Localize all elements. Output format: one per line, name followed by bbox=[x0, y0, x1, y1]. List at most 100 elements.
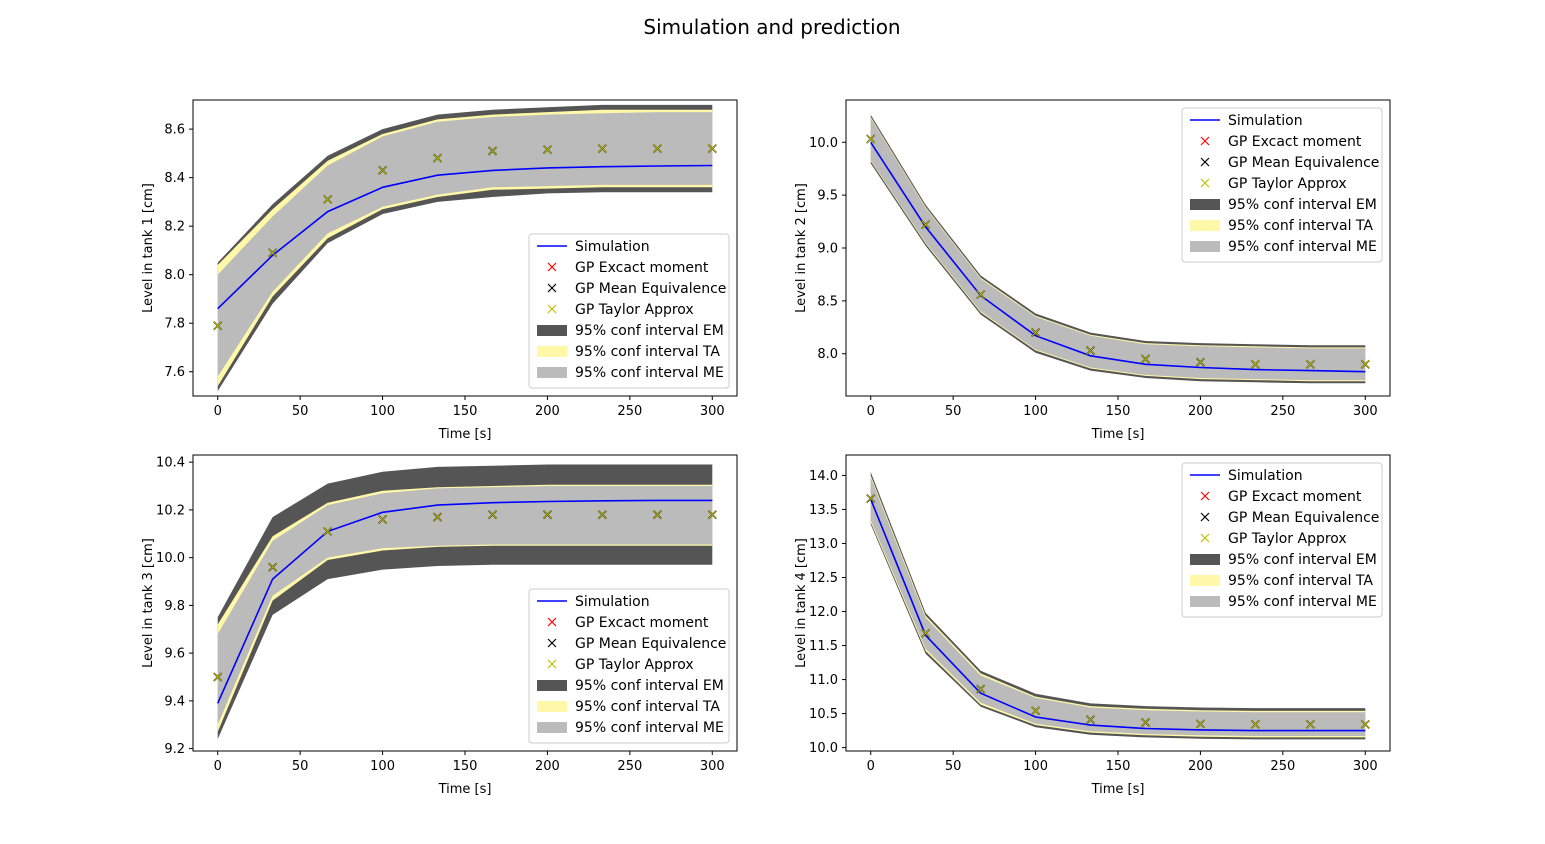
legend-label: GP Excact moment bbox=[575, 615, 709, 631]
legend-handle-marker bbox=[1200, 512, 1210, 522]
prediction-marker-taylor bbox=[707, 510, 717, 520]
y-tick-label: 8.5 bbox=[817, 294, 838, 309]
plot-area bbox=[866, 114, 1370, 384]
y-tick-label: 10.4 bbox=[156, 456, 185, 471]
x-tick-label: 100 bbox=[370, 759, 395, 774]
subplot-1: 0 50 100 150 200 250 300 7.6 7.8 8.0 8.2 8.4 8.6 Time… bbox=[141, 99, 738, 442]
legend: Simulation GP Excact moment GP Mean Equiva… bbox=[528, 588, 730, 744]
legend-label: 95% conf interval ME bbox=[1228, 239, 1377, 255]
x-tick-label: 300 bbox=[1353, 759, 1378, 774]
x-axis-label: Time [s] bbox=[1091, 782, 1145, 797]
prediction-marker-taylor bbox=[866, 494, 876, 503]
legend-label: Simulation bbox=[575, 594, 650, 610]
legend-handle-marker bbox=[1200, 157, 1210, 167]
prediction-marker-taylor bbox=[213, 672, 223, 682]
legend-label: GP Excact moment bbox=[575, 260, 709, 276]
legend-label: 95% conf interval TA bbox=[575, 699, 720, 715]
confidence-band-me bbox=[870, 118, 1366, 381]
x-tick-label: 300 bbox=[700, 759, 725, 774]
x-tick-label: 50 bbox=[292, 759, 309, 774]
legend-label: Simulation bbox=[1228, 468, 1303, 484]
x-tick-label: 200 bbox=[535, 404, 560, 419]
legend-label: 95% conf interval TA bbox=[1228, 218, 1373, 234]
y-tick-label: 12.5 bbox=[809, 571, 838, 586]
legend-label: GP Mean Equivalence bbox=[1228, 510, 1379, 526]
y-tick-label: 14.0 bbox=[809, 469, 838, 484]
prediction-marker-taylor bbox=[543, 510, 552, 520]
legend-label: GP Taylor Approx bbox=[575, 302, 694, 318]
prediction-marker-taylor bbox=[323, 527, 333, 536]
y-tick-label: 10.0 bbox=[809, 136, 838, 151]
prediction-marker-taylor bbox=[488, 146, 497, 156]
y-tick-label: 9.4 bbox=[164, 694, 185, 709]
prediction-marker-taylor bbox=[921, 628, 930, 638]
x-tick-label: 100 bbox=[370, 404, 395, 419]
plot-area bbox=[213, 464, 717, 740]
prediction-marker-taylor bbox=[1086, 715, 1095, 725]
y-tick-label: 13.0 bbox=[809, 537, 838, 552]
subplot-4: 0 50 100 150 200 250 300 10.0 10.5 11.0 11.5 12.0 12… bbox=[794, 454, 1391, 797]
legend-label: GP Taylor Approx bbox=[575, 657, 694, 673]
legend-handle-patch bbox=[537, 346, 567, 357]
x-tick-label: 100 bbox=[1023, 404, 1048, 419]
x-tick-label: 50 bbox=[945, 759, 962, 774]
legend-handle-marker bbox=[547, 283, 557, 293]
prediction-marker-taylor bbox=[1306, 359, 1315, 369]
subplot-3: 0 50 100 150 200 250 300 9.2 9.4 9.6 9.8 10.0 10.2 10… bbox=[141, 454, 738, 797]
legend-label: 95% conf interval ME bbox=[1228, 594, 1377, 610]
legend-label: 95% conf interval TA bbox=[1228, 573, 1373, 589]
legend-label: 95% conf interval EM bbox=[575, 678, 724, 694]
prediction-marker-taylor bbox=[213, 321, 223, 330]
prediction-marker-taylor bbox=[707, 144, 717, 153]
y-tick-label: 9.6 bbox=[164, 647, 185, 662]
prediction-marker-taylor bbox=[268, 562, 277, 572]
y-tick-label: 8.0 bbox=[164, 268, 185, 283]
prediction-marker-taylor bbox=[488, 510, 497, 520]
subplot-2: 0 50 100 150 200 250 300 8.0 8.5 9.0 9.5 10.0 Time [… bbox=[794, 99, 1391, 442]
legend-handle-marker bbox=[547, 638, 557, 648]
prediction-marker-taylor bbox=[1196, 719, 1205, 729]
y-tick-label: 12.0 bbox=[809, 605, 838, 620]
y-tick-label: 10.5 bbox=[809, 707, 838, 722]
legend-label: GP Mean Equivalence bbox=[575, 636, 726, 652]
y-tick-label: 8.6 bbox=[164, 123, 185, 138]
prediction-marker-taylor bbox=[1141, 718, 1150, 727]
prediction-marker-taylor bbox=[323, 195, 333, 204]
x-axis-label: Time [s] bbox=[1091, 427, 1145, 442]
y-axis-label: Level in tank 3 [cm] bbox=[141, 538, 156, 668]
legend-label: 95% conf interval ME bbox=[575, 365, 724, 381]
plot-area bbox=[213, 104, 717, 392]
legend-label: GP Excact moment bbox=[1228, 134, 1362, 150]
legend-label: 95% conf interval ME bbox=[575, 720, 724, 736]
simulation-line bbox=[870, 141, 1366, 373]
prediction-marker-taylor bbox=[1360, 359, 1370, 369]
x-tick-label: 0 bbox=[214, 404, 222, 419]
legend-handle-marker bbox=[547, 659, 557, 669]
legend-frame bbox=[1181, 107, 1383, 263]
prediction-marker-taylor bbox=[1031, 328, 1040, 337]
y-tick-label: 9.2 bbox=[164, 742, 185, 757]
prediction-marker-taylor bbox=[433, 153, 442, 163]
legend-handle-marker bbox=[547, 617, 557, 627]
legend-handle-patch bbox=[537, 367, 567, 378]
x-tick-label: 250 bbox=[1270, 759, 1295, 774]
prediction-marker-taylor bbox=[1250, 359, 1260, 369]
legend-handle-marker bbox=[1200, 136, 1210, 146]
prediction-marker-taylor bbox=[1250, 720, 1260, 729]
legend-handle-marker bbox=[1200, 491, 1210, 501]
x-tick-label: 50 bbox=[292, 404, 309, 419]
plot-area bbox=[866, 472, 1370, 740]
legend-handle-patch bbox=[1190, 220, 1220, 231]
x-tick-label: 0 bbox=[867, 404, 875, 419]
legend-frame bbox=[528, 233, 730, 389]
x-tick-label: 150 bbox=[453, 759, 478, 774]
x-tick-label: 100 bbox=[1023, 759, 1048, 774]
legend-label: 95% conf interval TA bbox=[575, 344, 720, 360]
legend-handle-marker bbox=[547, 304, 557, 314]
prediction-marker-taylor bbox=[378, 515, 387, 524]
figure-title: Simulation and prediction bbox=[643, 15, 900, 39]
y-tick-label: 10.0 bbox=[156, 551, 185, 566]
legend-handle-patch bbox=[537, 680, 567, 691]
legend-handle-patch bbox=[537, 701, 567, 712]
